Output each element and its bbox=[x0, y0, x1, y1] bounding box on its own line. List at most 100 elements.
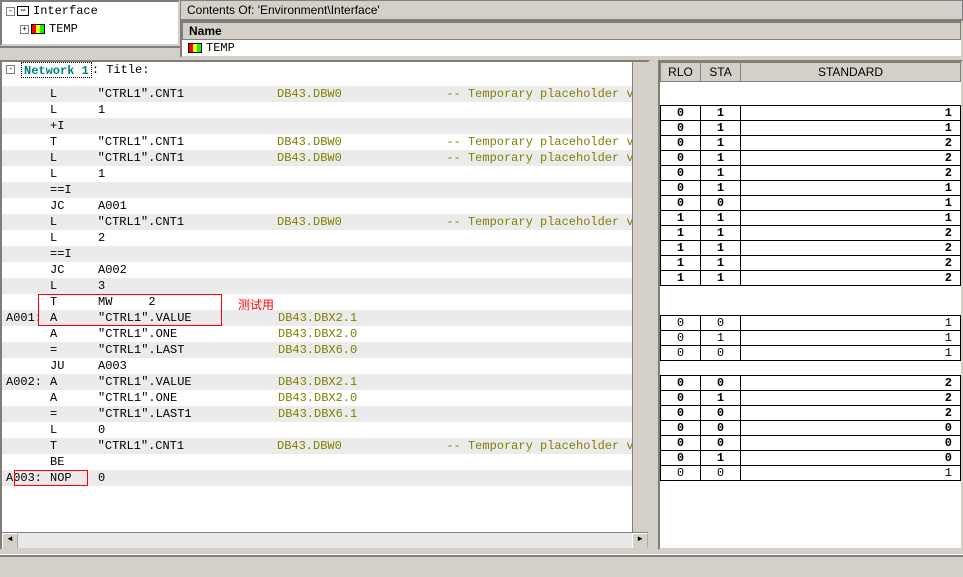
code-comment bbox=[448, 326, 648, 342]
code-comment bbox=[448, 198, 648, 214]
code-label bbox=[2, 150, 50, 166]
code-address: DB43.DBW0 bbox=[277, 438, 446, 454]
code-line[interactable]: T"CTRL1".CNT1DB43.DBW0-- Temporary place… bbox=[2, 438, 648, 454]
status-row: 112 bbox=[661, 226, 961, 241]
contents-row[interactable]: TEMP bbox=[182, 40, 961, 56]
code-label: A003: bbox=[2, 470, 50, 486]
status-std: 1 bbox=[741, 346, 961, 361]
code-label bbox=[2, 422, 50, 438]
status-row: 001 bbox=[661, 346, 961, 361]
contents-header[interactable]: Name bbox=[182, 22, 961, 40]
code-line[interactable]: L1 bbox=[2, 166, 648, 182]
scroll-right-icon[interactable]: ► bbox=[632, 533, 648, 549]
status-sta: 0 bbox=[701, 196, 741, 211]
bottom-divider bbox=[0, 554, 963, 557]
code-line[interactable]: ==I bbox=[2, 182, 648, 198]
code-line[interactable]: L2 bbox=[2, 230, 648, 246]
code-line[interactable]: ="CTRL1".LAST1DB43.DBX6.1 bbox=[2, 406, 648, 422]
code-label bbox=[2, 390, 50, 406]
code-operand: "CTRL1".ONE bbox=[98, 326, 278, 342]
status-sta: 1 bbox=[701, 451, 741, 466]
collapse-icon[interactable]: - bbox=[6, 7, 15, 16]
code-line[interactable]: A002:A"CTRL1".VALUEDB43.DBX2.1 bbox=[2, 374, 648, 390]
code-line[interactable]: A"CTRL1".ONEDB43.DBX2.0 bbox=[2, 390, 648, 406]
status-sta: 1 bbox=[701, 106, 741, 121]
code-line[interactable]: L"CTRL1".CNT1DB43.DBW0-- Temporary place… bbox=[2, 86, 648, 102]
code-instruction: BE bbox=[50, 454, 98, 470]
scroll-track[interactable] bbox=[18, 533, 632, 548]
status-rlo: 1 bbox=[661, 241, 701, 256]
code-line[interactable]: +I bbox=[2, 118, 648, 134]
status-row: 011 bbox=[661, 331, 961, 346]
tree-root-item[interactable]: - ▭ Interface bbox=[2, 2, 178, 20]
status-std: 0 bbox=[741, 436, 961, 451]
code-instruction: L bbox=[50, 422, 98, 438]
horizontal-scrollbar[interactable]: ◄ ► bbox=[2, 532, 648, 548]
code-address bbox=[278, 454, 448, 470]
code-line[interactable]: L"CTRL1".CNT1DB43.DBW0-- Temporary place… bbox=[2, 214, 648, 230]
status-rlo: 0 bbox=[661, 121, 701, 136]
code-operand: "CTRL1".LAST bbox=[98, 342, 278, 358]
status-sta: 0 bbox=[701, 346, 741, 361]
code-instruction: = bbox=[50, 406, 98, 422]
status-std: 1 bbox=[741, 181, 961, 196]
code-line[interactable]: JCA001 bbox=[2, 198, 648, 214]
code-comment bbox=[448, 406, 648, 422]
status-row: 012 bbox=[661, 151, 961, 166]
code-line[interactable]: L0 bbox=[2, 422, 648, 438]
status-row: 000 bbox=[661, 421, 961, 436]
code-line[interactable]: JCA002 bbox=[2, 262, 648, 278]
code-label: A001: bbox=[2, 310, 50, 326]
code-operand bbox=[98, 118, 278, 134]
status-std: 1 bbox=[741, 121, 961, 136]
code-instruction: L bbox=[50, 102, 98, 118]
expand-icon[interactable]: + bbox=[20, 25, 29, 34]
status-rlo: 0 bbox=[661, 376, 701, 391]
code-comment bbox=[448, 294, 648, 310]
scroll-left-icon[interactable]: ◄ bbox=[2, 533, 18, 549]
code-operand: "CTRL1".ONE bbox=[98, 390, 278, 406]
code-line[interactable]: A"CTRL1".ONEDB43.DBX2.0 bbox=[2, 326, 648, 342]
code-operand: "CTRL1".CNT1 bbox=[98, 150, 277, 166]
status-std: 2 bbox=[741, 406, 961, 421]
code-line[interactable]: ="CTRL1".LASTDB43.DBX6.0 bbox=[2, 342, 648, 358]
code-line[interactable]: BE bbox=[2, 454, 648, 470]
code-line[interactable]: L3 bbox=[2, 278, 648, 294]
status-row: 002 bbox=[661, 406, 961, 421]
code-line[interactable]: A003:NOP0 bbox=[2, 470, 648, 486]
status-header[interactable]: RLO bbox=[661, 63, 701, 82]
code-line[interactable]: L"CTRL1".CNT1DB43.DBW0-- Temporary place… bbox=[2, 150, 648, 166]
code-instruction: L bbox=[50, 166, 98, 182]
status-std: 2 bbox=[741, 166, 961, 181]
status-std: 1 bbox=[741, 466, 961, 481]
tree-root-label: Interface bbox=[33, 4, 98, 18]
vertical-scrollbar[interactable] bbox=[632, 62, 648, 532]
code-line[interactable]: A001:A"CTRL1".VALUEDB43.DBX2.1 bbox=[2, 310, 648, 326]
code-line[interactable]: ==I bbox=[2, 246, 648, 262]
code-address bbox=[278, 262, 448, 278]
network-title[interactable]: Network 1 bbox=[21, 62, 92, 78]
code-address: DB43.DBX2.1 bbox=[278, 310, 448, 326]
code-comment bbox=[448, 422, 648, 438]
code-line[interactable]: T"CTRL1".CNT1DB43.DBW0-- Temporary place… bbox=[2, 134, 648, 150]
status-row: 112 bbox=[661, 271, 961, 286]
code-line[interactable]: TMW 2 bbox=[2, 294, 648, 310]
code-operand: A001 bbox=[98, 198, 278, 214]
status-header[interactable]: STANDARD bbox=[741, 63, 961, 82]
code-label bbox=[2, 86, 50, 102]
code-instruction: NOP bbox=[50, 470, 98, 486]
code-instruction: T bbox=[50, 438, 98, 454]
status-rlo: 0 bbox=[661, 316, 701, 331]
code-instruction: A bbox=[50, 374, 98, 390]
code-instruction: A bbox=[50, 326, 98, 342]
status-table: RLOSTASTANDARD 0110110120120120110011111… bbox=[660, 62, 961, 481]
status-row: 001 bbox=[661, 196, 961, 211]
code-line[interactable]: L1 bbox=[2, 102, 648, 118]
tree-child-item[interactable]: + TEMP bbox=[2, 20, 178, 38]
code-line[interactable]: JUA003 bbox=[2, 358, 648, 374]
status-rlo: 0 bbox=[661, 346, 701, 361]
code-instruction: L bbox=[50, 86, 98, 102]
code-operand: 3 bbox=[98, 278, 278, 294]
collapse-icon[interactable]: - bbox=[6, 65, 15, 74]
status-header[interactable]: STA bbox=[701, 63, 741, 82]
